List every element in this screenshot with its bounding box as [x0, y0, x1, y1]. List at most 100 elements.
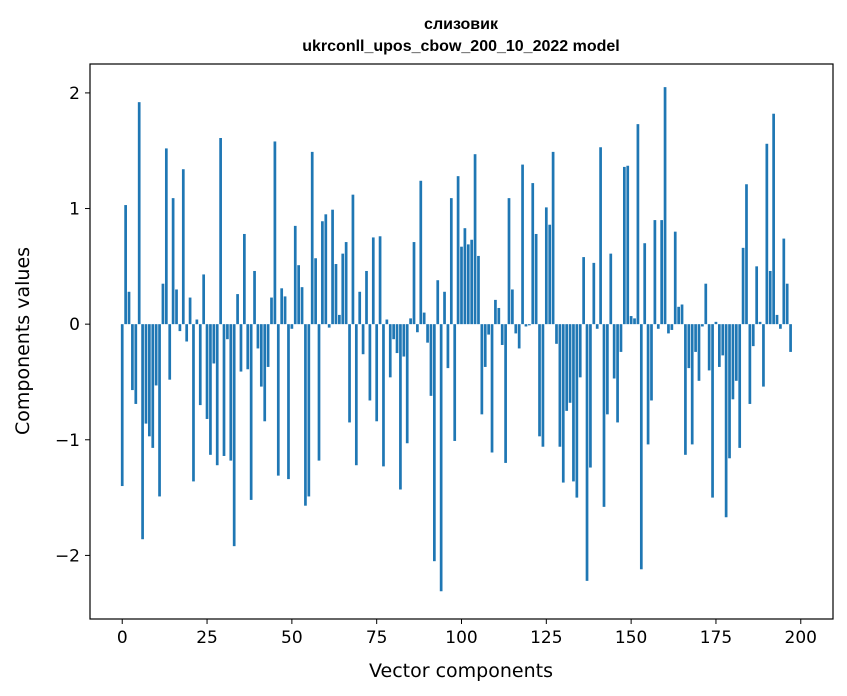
bar	[120, 324, 124, 487]
bar	[514, 324, 518, 334]
bar	[504, 324, 507, 463]
y-tick-label: −1	[55, 431, 80, 451]
bar	[365, 270, 368, 325]
bar	[558, 324, 562, 447]
bar	[331, 209, 334, 325]
bar	[538, 324, 541, 437]
bar	[226, 324, 229, 340]
bar	[694, 324, 697, 352]
bar	[755, 266, 759, 325]
bar	[639, 324, 643, 570]
x-tick-label: 100	[445, 628, 477, 648]
bar	[273, 141, 277, 325]
bar	[446, 324, 450, 369]
bar	[236, 294, 239, 325]
bar	[782, 238, 786, 325]
bar	[256, 324, 260, 349]
bar	[531, 183, 535, 325]
bar	[249, 324, 253, 500]
bar	[741, 247, 745, 325]
bar	[354, 324, 358, 466]
bar	[334, 264, 338, 325]
bar	[209, 324, 212, 455]
bar	[622, 166, 626, 325]
bar	[568, 324, 572, 403]
bar	[616, 324, 619, 423]
bar	[551, 151, 555, 325]
bar	[619, 324, 623, 352]
bar	[487, 324, 490, 335]
x-tick-label: 75	[366, 628, 388, 648]
bar	[609, 253, 613, 325]
bar	[667, 324, 670, 334]
bar	[544, 207, 548, 325]
bar	[714, 321, 718, 325]
x-tick-label: 150	[615, 628, 647, 648]
bar	[134, 324, 138, 404]
bar	[171, 198, 175, 325]
bar	[751, 324, 755, 347]
bar	[422, 312, 426, 325]
bar	[602, 324, 606, 507]
bar	[673, 231, 677, 325]
bar	[449, 198, 453, 325]
bar	[266, 324, 270, 367]
bar	[402, 324, 406, 357]
bar	[507, 198, 511, 325]
bar	[304, 324, 307, 506]
y-axis-label: Components values	[12, 247, 34, 435]
bar	[480, 324, 484, 415]
bar	[555, 324, 558, 344]
bar	[497, 307, 501, 325]
bar	[124, 205, 127, 325]
bar	[656, 324, 660, 329]
bar	[243, 233, 246, 325]
bar	[375, 324, 379, 422]
bar	[219, 138, 222, 325]
bar	[643, 243, 647, 325]
bar	[409, 318, 412, 325]
bar	[385, 319, 389, 325]
bar	[572, 324, 575, 482]
bar	[188, 297, 192, 325]
bar	[456, 176, 460, 325]
bar	[633, 318, 636, 325]
bar	[721, 324, 725, 356]
bar	[541, 324, 545, 447]
bar	[151, 324, 155, 448]
bar	[181, 169, 185, 325]
bar	[528, 324, 531, 326]
bar	[575, 324, 579, 498]
bar	[399, 324, 402, 490]
bar	[154, 324, 158, 386]
bar	[338, 314, 341, 325]
y-tick-label: 0	[69, 315, 80, 335]
bar	[473, 154, 477, 325]
bar	[439, 324, 443, 592]
bar	[202, 274, 206, 325]
bar	[321, 221, 324, 325]
bar	[405, 324, 409, 444]
bar	[280, 288, 284, 325]
bar	[263, 324, 267, 422]
bar	[626, 165, 630, 325]
bar	[137, 102, 141, 325]
bar	[483, 324, 487, 367]
bar	[534, 233, 538, 325]
bar	[148, 324, 151, 437]
bar	[680, 304, 684, 325]
y-tick-label: 2	[69, 84, 80, 104]
bar	[595, 324, 599, 329]
bar	[164, 148, 168, 325]
bar	[141, 324, 144, 540]
bar	[646, 324, 650, 445]
bar	[463, 228, 467, 325]
bar	[429, 324, 433, 396]
bar	[734, 324, 738, 381]
bar	[548, 224, 552, 325]
x-tick-label: 175	[700, 628, 732, 648]
bar	[477, 255, 480, 325]
bar	[310, 151, 314, 325]
bar	[650, 324, 653, 401]
